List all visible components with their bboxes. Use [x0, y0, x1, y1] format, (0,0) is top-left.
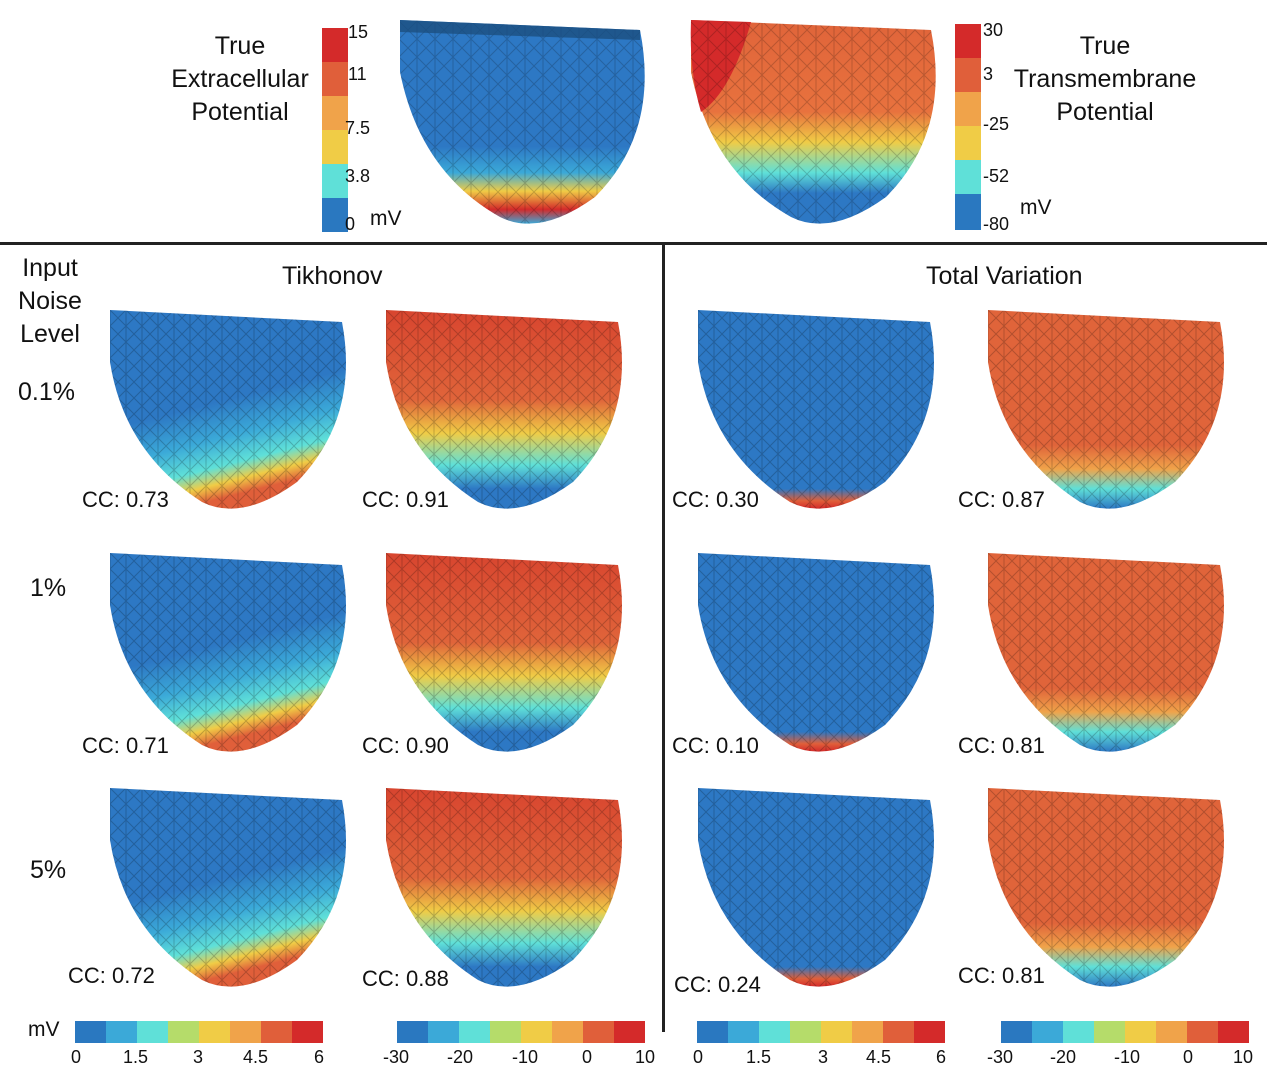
tick-label: 10 [1233, 1047, 1254, 1067]
tick-label: 11 [348, 64, 367, 84]
tick-label: 1.5 [746, 1047, 772, 1067]
tick-label: 1.5 [123, 1047, 149, 1067]
transmembrane-colorbar [955, 24, 981, 230]
tick-label: 6 [936, 1047, 947, 1067]
tv-transmembrane-heart [988, 788, 1224, 987]
extracellular-scale-right [697, 1021, 945, 1043]
horizontal-divider [0, 242, 1267, 245]
cc-label: CC: 0.71 [82, 733, 169, 758]
total-variation-header: Total Variation [926, 262, 1083, 290]
extracellular-colorbar [322, 28, 348, 232]
cc-label: CC: 0.73 [82, 487, 169, 512]
tick-label: 0 [693, 1047, 704, 1067]
vertical-divider [662, 244, 665, 1032]
tikhonov-extracellular-heart [110, 553, 346, 752]
tick-label: 0 [582, 1047, 593, 1067]
tikhonov-header: Tikhonov [282, 262, 383, 290]
tick-label: -20 [447, 1047, 474, 1067]
cc-label: CC: 0.81 [958, 963, 1045, 988]
tv-extracellular-heart [698, 310, 934, 509]
cc-label: CC: 0.87 [958, 487, 1045, 512]
tv-transmembrane-heart [988, 310, 1224, 509]
tick-label: 3 [818, 1047, 829, 1067]
extracellular-title: True Extracellular Potential [171, 32, 309, 126]
tick-label: -20 [1050, 1047, 1077, 1067]
noise-level-label: 0.1% [18, 378, 75, 406]
noise-level-header: Input Noise Level [18, 254, 82, 348]
transmembrane-scale-left [397, 1021, 645, 1043]
tikhonov-transmembrane-heart [386, 310, 622, 509]
tick-label: 3 [983, 64, 994, 84]
tikhonov-transmembrane-heart [386, 788, 622, 987]
tick-label: -80 [983, 214, 1010, 234]
cc-label: CC: 0.90 [362, 733, 449, 758]
cc-label: CC: 0.10 [672, 733, 759, 758]
cc-label: CC: 0.30 [672, 487, 759, 512]
tick-label: 4.5 [243, 1047, 269, 1067]
tick-label: 6 [314, 1047, 325, 1067]
cc-label: CC: 0.88 [362, 966, 449, 991]
tick-label: 4.5 [866, 1047, 892, 1067]
unit-label: mV [370, 207, 402, 230]
cc-label: CC: 0.81 [958, 733, 1045, 758]
cc-label: CC: 0.72 [68, 963, 155, 988]
noise-level-label: 1% [30, 574, 67, 602]
tick-label: -30 [987, 1047, 1014, 1067]
tv-transmembrane-heart [988, 553, 1224, 752]
true-transmembrane-heart [690, 20, 936, 224]
tick-label: -10 [1114, 1047, 1141, 1067]
noise-level-label: 5% [30, 856, 67, 884]
unit-label: mV [1020, 196, 1052, 219]
tick-label: -25 [983, 114, 1010, 134]
tick-label: 0 [345, 214, 356, 234]
tick-label: 0 [71, 1047, 82, 1067]
tick-label: -30 [383, 1047, 410, 1067]
tick-label: 15 [348, 22, 369, 42]
tv-extracellular-heart [698, 553, 934, 752]
tick-label: 30 [983, 20, 1004, 40]
tikhonov-extracellular-heart [110, 788, 346, 987]
tick-label: 0 [1183, 1047, 1194, 1067]
unit-label: mV [28, 1018, 60, 1041]
cc-label: CC: 0.91 [362, 487, 449, 512]
tick-label: -10 [512, 1047, 539, 1067]
tick-label: 10 [635, 1047, 656, 1067]
tick-label: 3.8 [345, 166, 371, 186]
tv-extracellular-heart [698, 788, 934, 987]
tick-label: 7.5 [345, 118, 371, 138]
cc-label: CC: 0.24 [674, 972, 761, 997]
true-extracellular-heart [400, 20, 645, 224]
tick-label: -52 [983, 166, 1010, 186]
tikhonov-transmembrane-heart [386, 553, 622, 752]
tikhonov-extracellular-heart [110, 310, 346, 509]
transmembrane-title: True Transmembrane Potential [1013, 32, 1197, 126]
extracellular-scale-left [75, 1021, 323, 1043]
transmembrane-scale-right [1001, 1021, 1249, 1043]
tick-label: 3 [193, 1047, 204, 1067]
